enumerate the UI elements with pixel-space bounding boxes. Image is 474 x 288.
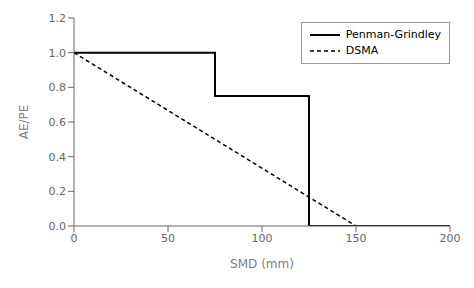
svg-text:0.2: 0.2: [49, 185, 67, 198]
svg-text:0.6: 0.6: [49, 116, 67, 129]
svg-text:AE/PE: AE/PE: [17, 105, 31, 140]
svg-text:1.0: 1.0: [49, 47, 67, 60]
svg-text:SMD (mm): SMD (mm): [230, 257, 294, 271]
html-text:Penman-Grindley: Penman-Grindley: [345, 28, 441, 41]
svg-text:0.0: 0.0: [49, 220, 67, 233]
html-text:DSMA: DSMA: [345, 44, 379, 57]
svg-text:1.2: 1.2: [49, 12, 67, 25]
svg-text:200: 200: [440, 232, 461, 245]
svg-text:50: 50: [161, 232, 175, 245]
svg-text:0.4: 0.4: [49, 151, 67, 164]
svg-text:100: 100: [252, 232, 273, 245]
svg-text:0.8: 0.8: [49, 81, 67, 94]
svg-text:0: 0: [71, 232, 78, 245]
svg-text:150: 150: [346, 232, 367, 245]
